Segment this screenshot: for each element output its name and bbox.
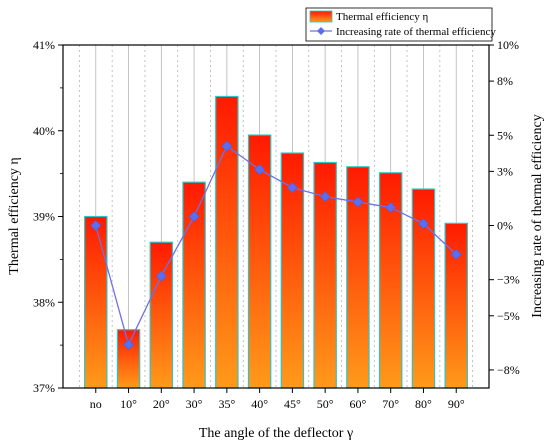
line-marker — [352, 196, 364, 208]
line-marker — [319, 191, 331, 203]
y2-tick-label: 8% — [497, 74, 513, 88]
line-marker — [155, 270, 167, 282]
y2-tick-label: −3% — [497, 273, 520, 287]
line-marker — [90, 220, 102, 231]
bar — [116, 329, 141, 389]
x-tick-label: 90° — [448, 397, 465, 411]
y-tick-label: 40% — [33, 124, 55, 138]
x-tick-label: no — [90, 397, 102, 411]
y-tick-label: 41% — [33, 38, 55, 52]
x-tick-label: 20° — [153, 397, 170, 411]
x-axis: no 10° 20° 30° 35° 40° 45° 50° 60° 70° 80° 90° — [90, 388, 465, 411]
x-tick-label: 30° — [186, 397, 203, 411]
y2-tick-label: −8% — [497, 363, 520, 377]
y-tick-label: 38% — [33, 295, 55, 309]
right-axis: −8% −5% −3% 0% 3% 5% 8% 10% — [489, 38, 520, 377]
y-axis-title: Thermal efficiency η — [7, 157, 22, 274]
legend-swatch-bar — [309, 10, 333, 23]
x-axis-title: The angle of the deflector γ — [199, 426, 353, 441]
line-marker — [221, 140, 233, 152]
x-tick-label: 50° — [317, 397, 334, 411]
left-axis: 37% 38% 39% 40% 41% — [33, 38, 63, 395]
bar — [215, 95, 239, 389]
line-marker — [188, 211, 200, 222]
y2-tick-label: 10% — [497, 38, 519, 52]
bar — [149, 241, 174, 389]
x-tick-label: 80° — [415, 397, 432, 411]
x-tick-label: 10° — [120, 397, 137, 411]
line-marker — [286, 182, 298, 194]
x-tick-label: 40° — [251, 397, 268, 411]
bar — [444, 222, 468, 389]
series-line — [95, 145, 457, 347]
legend-label-line: Increasing rate of thermal efficiency — [336, 26, 496, 38]
line-marker — [450, 248, 462, 260]
y2-tick-label: 0% — [497, 219, 513, 233]
x-tick-label: 60° — [350, 397, 367, 411]
bar-layer — [84, 95, 468, 389]
legend-swatch-marker — [317, 27, 325, 35]
grid-layer — [78, 45, 474, 388]
legend: Thermal efficiency η Increasing rate of … — [305, 7, 496, 42]
y2-tick-label: 5% — [497, 128, 513, 142]
x-tick-label: 70° — [382, 397, 399, 411]
x-tick-label: 35° — [218, 397, 235, 411]
line-marker — [254, 164, 266, 175]
line-marker — [123, 339, 134, 351]
y2-tick-label: 3% — [497, 164, 513, 178]
y2-axis-title: Increasing rate of thermal efficiency — [530, 114, 545, 317]
x-tick-label: 45° — [284, 397, 301, 411]
legend-box — [305, 7, 493, 42]
line-marker — [385, 202, 397, 213]
line-marker — [418, 218, 429, 230]
bar — [84, 215, 108, 389]
line-layer — [90, 140, 462, 351]
legend-label-bar: Thermal efficiency η — [336, 11, 429, 23]
y2-tick-label: −5% — [497, 309, 520, 323]
y-tick-label: 37% — [33, 381, 55, 395]
y-tick-label: 39% — [33, 210, 55, 224]
